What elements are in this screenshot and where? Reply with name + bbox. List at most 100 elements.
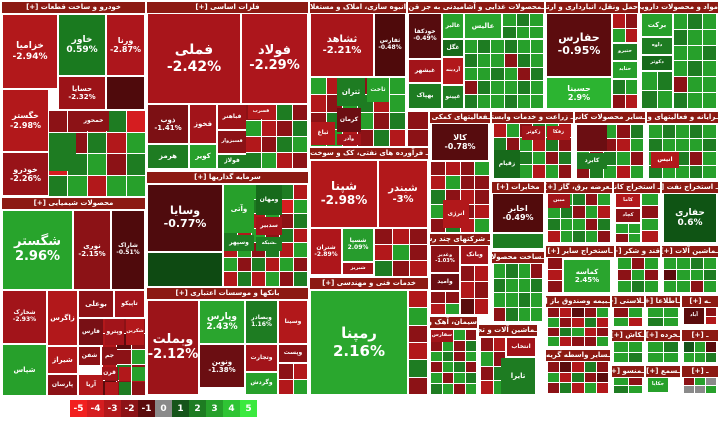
- stock-cell[interactable]: [461, 282, 474, 298]
- stock-cell[interactable]: [493, 366, 505, 380]
- stock-cell[interactable]: [584, 308, 596, 317]
- stock-cell[interactable]: غالبر: [443, 14, 463, 38]
- stock-cell[interactable]: [596, 327, 608, 337]
- stock-cell[interactable]: [409, 308, 427, 325]
- stock-cell[interactable]: [506, 278, 518, 292]
- stock-cell[interactable]: [280, 199, 293, 214]
- stock-cell[interactable]: [695, 342, 705, 352]
- stock-cell[interactable]: [530, 40, 543, 53]
- stock-cell[interactable]: [703, 152, 716, 165]
- stock-cell[interactable]: شاراک -0.51%: [112, 211, 144, 289]
- stock-cell[interactable]: [530, 264, 542, 278]
- stock-cell[interactable]: [548, 269, 562, 281]
- stock-cell[interactable]: [684, 378, 694, 385]
- stock-cell[interactable]: [126, 154, 145, 175]
- stock-cell[interactable]: [493, 380, 505, 394]
- stock-cell[interactable]: مبین: [548, 194, 570, 208]
- sector-header-telecom[interactable]: مخابرات [+]: [492, 182, 544, 193]
- stock-cell[interactable]: [703, 281, 716, 292]
- stock-cell[interactable]: شبریز: [343, 263, 373, 274]
- stock-cell[interactable]: [475, 190, 489, 204]
- stock-cell[interactable]: خمحور: [78, 111, 109, 131]
- stock-cell[interactable]: برکت: [642, 14, 672, 36]
- stock-cell[interactable]: [261, 121, 276, 136]
- stock-cell[interactable]: شپنا -2.98%: [311, 161, 377, 227]
- stock-cell[interactable]: خودکفا -0.49%: [409, 14, 441, 58]
- stock-cell[interactable]: [277, 105, 292, 120]
- stock-cell[interactable]: [465, 67, 478, 81]
- stock-cell[interactable]: [504, 40, 517, 53]
- sector-header-agri[interactable]: ـ زراعت و خدمات وابسته [+]: [492, 112, 573, 123]
- stock-cell[interactable]: حسایا -2.32%: [59, 77, 105, 109]
- stock-cell[interactable]: [645, 269, 658, 281]
- stock-cell[interactable]: [573, 230, 585, 242]
- stock-cell[interactable]: [618, 269, 631, 281]
- stock-cell[interactable]: [628, 378, 642, 385]
- stock-cell[interactable]: [642, 72, 657, 90]
- stock-cell[interactable]: [573, 206, 585, 218]
- stock-cell[interactable]: [613, 80, 625, 94]
- stock-cell[interactable]: [392, 245, 410, 260]
- stock-cell[interactable]: [280, 185, 293, 199]
- stock-cell[interactable]: [131, 349, 145, 365]
- stock-cell[interactable]: دکوثر: [642, 56, 672, 70]
- stock-cell[interactable]: [688, 93, 702, 108]
- stock-cell[interactable]: [617, 165, 630, 178]
- stock-cell[interactable]: جکایا: [648, 378, 668, 392]
- stock-cell[interactable]: زاگرس: [48, 291, 77, 345]
- stock-cell[interactable]: [617, 125, 630, 138]
- stock-cell[interactable]: [491, 53, 504, 67]
- stock-cell[interactable]: [548, 206, 560, 218]
- stock-cell[interactable]: [618, 258, 631, 269]
- stock-cell[interactable]: [494, 278, 506, 292]
- stock-cell[interactable]: [520, 151, 532, 165]
- stock-cell[interactable]: [409, 342, 427, 360]
- stock-cell[interactable]: [224, 257, 237, 272]
- stock-cell[interactable]: [442, 340, 453, 351]
- stock-cell[interactable]: [702, 61, 716, 77]
- stock-cell[interactable]: [375, 245, 392, 260]
- stock-cell[interactable]: [674, 45, 688, 61]
- stock-cell[interactable]: [87, 132, 107, 153]
- stock-cell[interactable]: وآتی: [224, 185, 254, 233]
- stock-cell[interactable]: [494, 137, 506, 151]
- stock-cell[interactable]: [375, 261, 392, 276]
- stock-cell[interactable]: [246, 121, 261, 136]
- stock-cell[interactable]: [530, 95, 543, 108]
- stock-cell[interactable]: [645, 281, 658, 292]
- stock-cell[interactable]: [645, 258, 658, 269]
- stock-cell[interactable]: وتجارت: [246, 345, 277, 371]
- stock-cell[interactable]: [517, 40, 530, 53]
- stock-cell[interactable]: شپاس: [3, 345, 46, 395]
- stock-cell[interactable]: [410, 261, 427, 276]
- stock-cell[interactable]: [375, 229, 392, 244]
- stock-cell[interactable]: [409, 325, 427, 342]
- sector-header-metals[interactable]: فلزات اساسی [+]: [147, 2, 308, 13]
- stock-cell[interactable]: [560, 218, 573, 230]
- stock-cell[interactable]: [442, 384, 453, 394]
- stock-cell[interactable]: شگستر 2.96%: [3, 211, 72, 289]
- stock-cell[interactable]: [252, 257, 265, 272]
- stock-cell[interactable]: حتیرو: [613, 44, 637, 60]
- stock-cell[interactable]: [431, 362, 442, 373]
- stock-cell[interactable]: فملی -2.42%: [148, 14, 240, 103]
- stock-cell[interactable]: [246, 153, 261, 168]
- stock-cell[interactable]: [677, 281, 690, 292]
- stock-cell[interactable]: [628, 308, 642, 317]
- stock-cell[interactable]: [560, 230, 573, 242]
- stock-cell[interactable]: [410, 245, 427, 260]
- stock-cell[interactable]: [475, 176, 489, 190]
- stock-cell[interactable]: کچاد: [616, 209, 640, 222]
- stock-cell[interactable]: [49, 111, 68, 132]
- stock-cell[interactable]: [518, 307, 530, 321]
- stock-cell[interactable]: [642, 194, 658, 206]
- stock-cell[interactable]: وامید: [431, 274, 459, 290]
- stock-cell[interactable]: [614, 352, 628, 362]
- stock-cell[interactable]: [548, 258, 562, 269]
- stock-cell[interactable]: [494, 307, 506, 321]
- stock-cell[interactable]: ثفارس -0.48%: [375, 14, 405, 76]
- stock-cell[interactable]: [688, 61, 702, 77]
- stock-cell[interactable]: [674, 14, 688, 29]
- stock-cell[interactable]: [503, 14, 516, 26]
- stock-cell[interactable]: [614, 378, 628, 385]
